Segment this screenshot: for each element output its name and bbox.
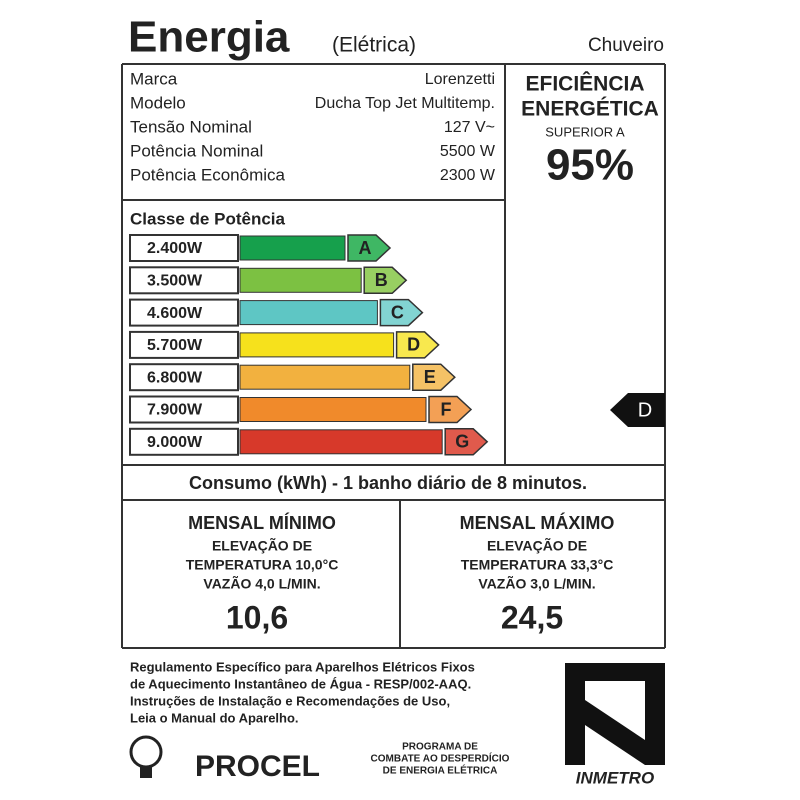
monthly-title: MENSAL MÁXIMO [460, 512, 615, 533]
spec-label: Tensão Nominal [130, 117, 252, 136]
procel-icon [129, 735, 163, 769]
class-bar [239, 267, 362, 293]
spec-value: Lorenzetti [425, 71, 495, 88]
inmetro-logo [565, 663, 665, 765]
monthly-detail: TEMPERATURA 10,0°C [186, 557, 339, 573]
spec-label: Marca [130, 69, 178, 88]
regulation-line: de Aquecimento Instantâneo de Água - RES… [130, 676, 471, 691]
efficiency-line2: ENERGÉTICA [521, 98, 659, 121]
product: Chuveiro [588, 35, 664, 56]
program-line: DE ENERGIA ELÉTRICA [383, 764, 498, 777]
power-label: 6.800W [147, 369, 203, 386]
power-label: 5.700W [147, 337, 203, 354]
class-arrow [444, 428, 489, 456]
class-bar [239, 300, 378, 326]
regulation-line: Leia o Manual do Aparelho. [130, 710, 299, 725]
monthly-detail: TEMPERATURA 33,3°C [461, 557, 614, 573]
frame [121, 63, 666, 649]
power-box [129, 330, 239, 359]
power-label: 9.000W [147, 434, 203, 451]
spec-label: Modelo [130, 93, 186, 112]
class-bar [239, 332, 395, 358]
regulation-line: Instruções de Instalação e Recomendações… [130, 693, 450, 708]
class-letter: A [359, 238, 372, 258]
spec-value: 5500 W [440, 143, 496, 160]
spec-label: Potência Nominal [130, 141, 263, 160]
inmetro: INMETRO [576, 768, 654, 787]
class-letter: G [455, 432, 469, 452]
efficiency-line1: EFICIÊNCIA [525, 72, 644, 96]
program-line: COMBATE AO DESPERDÍCIO [371, 752, 510, 765]
class-arrow [363, 266, 408, 295]
class-letter: B [375, 270, 388, 290]
monthly-detail: VAZÃO 3,0 L/MIN. [478, 575, 595, 592]
monthly-detail: VAZÃO 4,0 L/MIN. [203, 575, 320, 592]
indicator-letter: D [638, 399, 652, 421]
class-letter: F [441, 399, 452, 419]
class-bar [239, 397, 427, 422]
power-box [129, 234, 239, 262]
power-label: 7.900W [147, 402, 203, 419]
procel: PROCEL [195, 750, 320, 783]
spec-value: 127 V~ [444, 119, 495, 136]
class-arrow [428, 395, 473, 424]
class-letter: E [424, 367, 436, 387]
monthly-detail: ELEVAÇÃO DE [212, 537, 312, 554]
monthly-title: MENSAL MÍNIMO [188, 512, 336, 533]
power-label: 4.600W [147, 305, 203, 322]
power-label: 2.400W [147, 240, 203, 257]
power-box [129, 266, 239, 295]
monthly-value: 10,6 [226, 599, 288, 635]
class-letter: D [407, 335, 420, 355]
power-label: 3.500W [147, 273, 203, 290]
power-box [129, 298, 239, 327]
class-letter: C [391, 302, 404, 322]
efficiency-value: 95% [546, 141, 634, 190]
spec-value: 2300 W [440, 167, 496, 184]
consumption-text: Consumo (kWh) - 1 banho diário de 8 minu… [189, 473, 587, 493]
indicator-arrow [610, 393, 665, 427]
class-arrow [347, 234, 392, 262]
class-arrow [412, 363, 456, 391]
power-box [129, 395, 239, 424]
efficiency-caption: SUPERIOR A [545, 124, 625, 139]
subtitle: (Elétrica) [332, 34, 416, 57]
class-arrow [379, 298, 424, 327]
procel-icon-base [140, 766, 152, 778]
class-bar [239, 235, 346, 261]
class-arrow [395, 331, 440, 359]
class-bar [239, 429, 443, 455]
monthly-value: 24,5 [501, 599, 563, 635]
regulation-line: Regulamento Específico para Aparelhos El… [130, 659, 475, 674]
monthly-detail: ELEVAÇÃO DE [487, 537, 587, 554]
title: Energia [128, 13, 290, 62]
spec-label: Potência Econômica [130, 165, 286, 184]
classes-title: Classe de Potência [130, 209, 286, 228]
class-bar [239, 364, 411, 390]
program-line: PROGRAMA DE [402, 742, 478, 753]
power-box [129, 363, 239, 392]
spec-value: Ducha Top Jet Multitemp. [315, 95, 495, 112]
power-box [129, 427, 239, 456]
